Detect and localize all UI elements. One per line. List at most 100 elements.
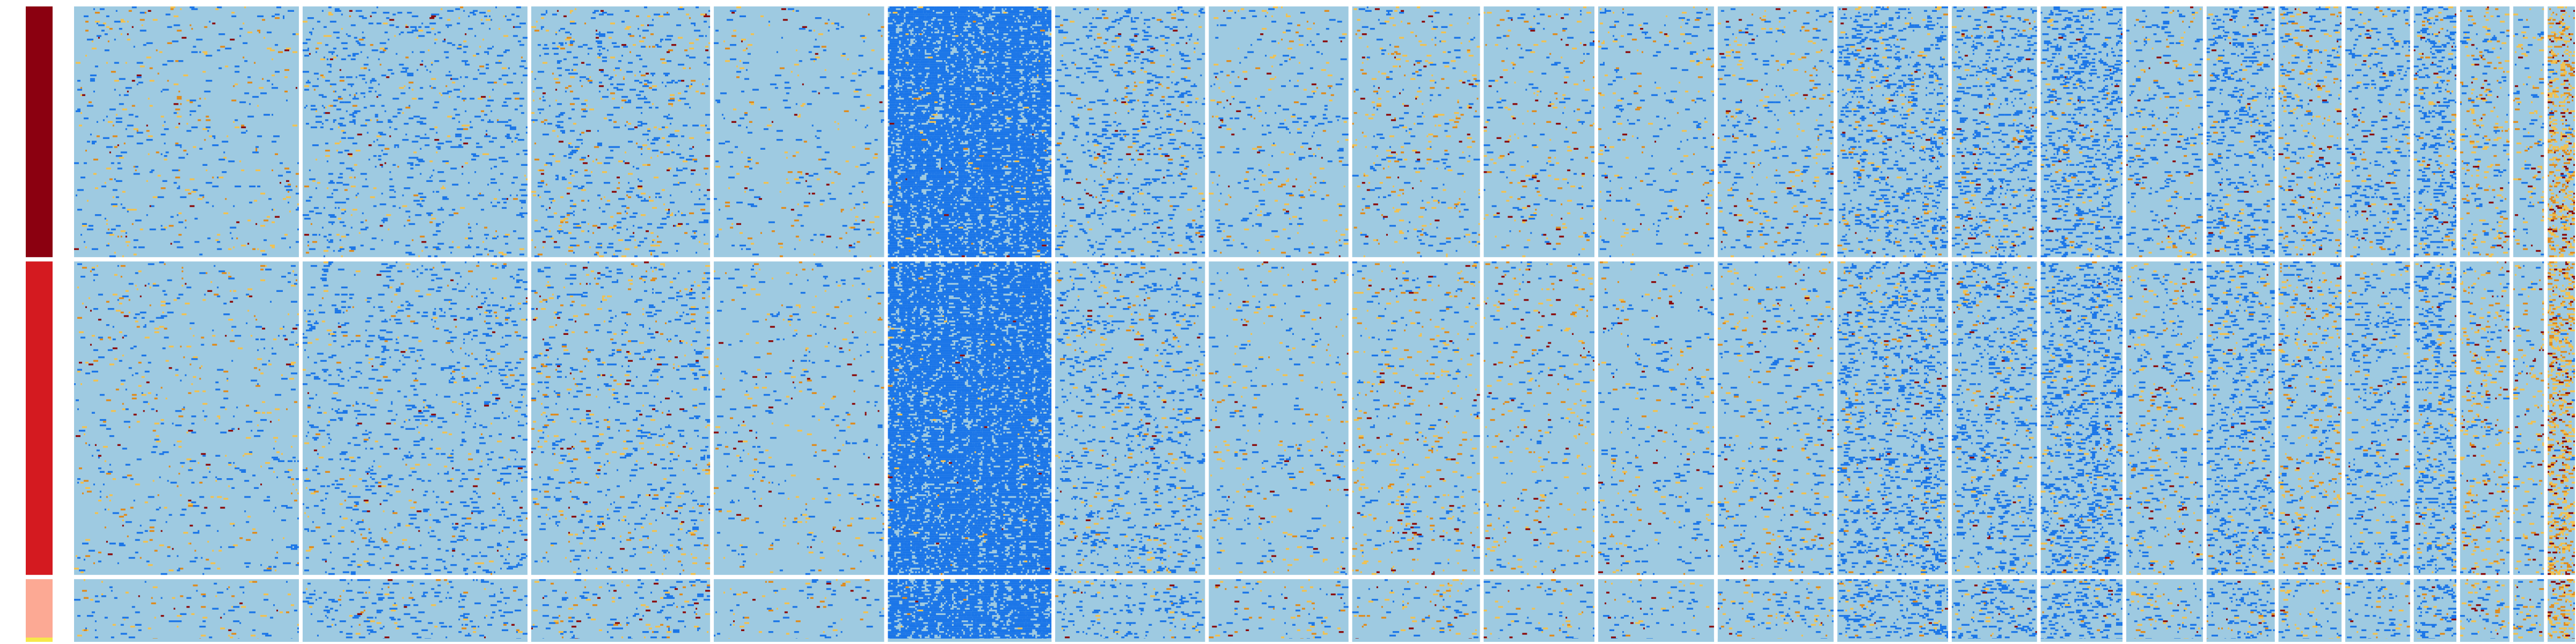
heatmap-cell — [359, 44, 365, 46]
heatmap-cell — [431, 64, 433, 65]
heatmap-cell — [479, 65, 484, 67]
heatmap-cell — [92, 48, 97, 49]
heatmap-cell — [156, 49, 158, 51]
heatmap-cell — [458, 121, 460, 123]
heatmap-cell — [167, 546, 171, 548]
heatmap-cell — [465, 246, 471, 248]
heatmap-cell — [463, 378, 468, 379]
heatmap-cell — [402, 112, 404, 114]
heatmap-cell — [294, 274, 297, 276]
heatmap-cell — [386, 267, 393, 268]
heatmap-cell — [193, 335, 194, 336]
heatmap-cell — [397, 390, 400, 392]
heatmap-cell — [97, 265, 98, 267]
heatmap-cell — [412, 270, 415, 272]
heatmap-cell — [93, 308, 98, 310]
heatmap-cell — [407, 315, 410, 317]
heatmap-cell — [231, 237, 233, 239]
heatmap-cell — [137, 288, 138, 290]
heatmap-cell — [238, 347, 243, 349]
heatmap-cell — [246, 294, 249, 295]
heatmap-cell — [415, 135, 420, 137]
heatmap-cell — [431, 175, 433, 177]
heatmap-cell — [161, 597, 163, 599]
heatmap-cell — [292, 435, 297, 437]
heatmap-cell — [314, 89, 316, 91]
heatmap-cell — [521, 164, 528, 166]
heatmap-cell — [492, 403, 497, 405]
heatmap-cell — [356, 92, 357, 94]
heatmap-cell — [191, 8, 197, 10]
heatmap-cell — [487, 53, 489, 55]
heatmap-cell — [390, 319, 391, 320]
heatmap-cell — [325, 150, 330, 151]
heatmap-cell — [179, 568, 180, 569]
heatmap-cell — [116, 180, 122, 182]
heatmap-cell — [228, 610, 233, 611]
heatmap-cell — [215, 382, 218, 383]
heatmap-cell — [103, 137, 109, 139]
heatmap-cell — [332, 304, 336, 306]
heatmap-cell — [304, 85, 309, 87]
heatmap-cell — [349, 114, 354, 115]
heatmap-cell — [519, 200, 526, 201]
heatmap-cell — [449, 214, 453, 216]
heatmap-cell — [275, 153, 278, 155]
heatmap-cell — [405, 69, 407, 71]
heatmap-cell — [468, 355, 470, 356]
heatmap-cell — [303, 214, 309, 216]
heatmap-cell — [431, 421, 433, 422]
heatmap-cell — [333, 340, 336, 342]
heatmap-cell — [484, 51, 489, 53]
heatmap-cell — [206, 525, 210, 526]
heatmap-cell — [452, 412, 455, 414]
heatmap-cell — [309, 32, 312, 33]
heatmap-cell — [246, 521, 249, 523]
heatmap-cell — [479, 46, 481, 47]
heatmap-cell — [272, 347, 273, 349]
heatmap-cell — [453, 369, 460, 370]
heatmap-cell — [199, 272, 206, 274]
heatmap-cell — [206, 464, 210, 465]
heatmap-cell — [361, 229, 367, 230]
heatmap-cell — [375, 166, 377, 167]
heatmap-cell — [341, 28, 343, 30]
heatmap-cell — [507, 19, 511, 20]
heatmap-cell — [470, 127, 473, 128]
heatmap-cell — [405, 419, 407, 421]
heatmap-cell — [273, 448, 275, 449]
heatmap-cell — [492, 89, 494, 91]
heatmap-cell — [382, 166, 383, 167]
heatmap-cell — [507, 134, 510, 135]
heatmap-cell — [420, 272, 423, 274]
heatmap-cell — [420, 148, 421, 150]
heatmap-cell — [370, 119, 372, 121]
heatmap-cell — [346, 310, 348, 311]
heatmap-cell — [161, 387, 163, 389]
heatmap-cell — [526, 132, 528, 134]
heatmap-cell — [415, 419, 420, 421]
heatmap-cell — [135, 320, 138, 322]
heatmap-cell — [511, 320, 516, 322]
heatmap-cell — [338, 408, 340, 410]
heatmap-cell — [412, 372, 416, 374]
heatmap-cell — [220, 46, 225, 47]
heatmap-cell — [254, 435, 260, 437]
heatmap-cell — [308, 245, 309, 246]
heatmap-cell — [526, 127, 528, 128]
heatmap-cell — [231, 330, 233, 331]
heatmap-cell — [199, 148, 202, 150]
heatmap-cell — [223, 213, 228, 214]
heatmap-cell — [327, 35, 332, 36]
heatmap-cell — [377, 6, 378, 8]
heatmap-cell — [119, 543, 124, 544]
heatmap-cell — [262, 19, 265, 20]
heatmap-cell — [308, 241, 309, 243]
heatmap-cell — [296, 241, 299, 243]
heatmap-cell — [228, 248, 231, 250]
heatmap-cell — [129, 283, 134, 284]
heatmap-cell — [76, 111, 80, 112]
heatmap-cell — [361, 51, 362, 53]
heatmap-cell — [132, 223, 134, 225]
heatmap-cell — [226, 135, 228, 137]
